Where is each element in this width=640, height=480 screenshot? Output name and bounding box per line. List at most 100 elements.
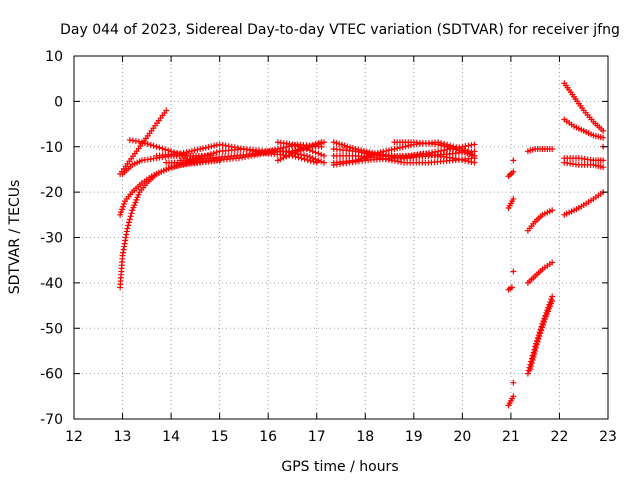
data-point [452,155,459,162]
data-point [213,142,220,149]
data-point [213,149,220,156]
data-point [166,165,173,172]
data-point [121,200,128,207]
x-tick-label: 15 [211,429,229,445]
data-point [524,370,531,377]
data-point [318,151,325,158]
data-point [600,164,607,171]
y-tick-label: 10 [45,49,63,65]
data-point [118,209,125,216]
data-point [211,142,218,149]
data-point [321,139,328,146]
y-tick-label: 0 [54,94,63,110]
x-tick-label: 20 [453,429,471,445]
data-point [528,360,535,367]
data-point [377,149,384,156]
data-point [549,146,556,153]
data-point [435,141,442,148]
data-point [309,155,316,162]
data-point [510,195,517,202]
data-point [449,155,456,162]
data-point [163,166,170,173]
data-point [125,222,132,229]
data-point [394,145,401,152]
data-point [527,366,534,373]
data-point [600,127,607,134]
data-point [117,211,124,218]
data-point [600,134,607,141]
data-point [450,145,457,152]
data-point [298,155,305,162]
data-point [285,152,292,159]
data-point [309,143,316,150]
x-tick-label: 16 [259,429,277,445]
data-point [300,146,307,153]
y-tick-label: -60 [40,367,63,383]
data-point [294,148,301,155]
data-point [388,146,395,153]
data-point [318,158,325,165]
data-point [321,159,328,166]
y-tick-label: -70 [40,412,63,428]
x-tick-label: 22 [551,429,569,445]
data-point [510,268,517,275]
data-point [315,157,322,164]
data-point [295,143,302,150]
data-point [186,148,193,155]
data-point [540,319,547,326]
data-point [207,151,214,158]
y-tick-label: -50 [40,321,63,337]
data-point [156,144,163,151]
data-point [191,147,198,154]
data-point [456,147,463,154]
data-point [304,157,311,164]
data-point [528,363,535,370]
y-axis-label: SDTVAR / TECUs [7,180,23,295]
data-point [549,259,556,266]
data-point [124,225,131,232]
data-point [383,147,390,154]
data-point [128,210,135,217]
grid-lines [74,56,608,419]
data-point [180,149,187,156]
data-point [391,146,398,153]
x-tick-label: 13 [114,429,132,445]
data-point [288,150,295,157]
data-point [127,213,134,220]
x-tick-label: 14 [162,429,180,445]
data-point [159,145,166,152]
data-point [162,146,169,153]
data-point [141,140,148,147]
data-point [292,142,299,149]
data-point [210,150,217,157]
data-point [529,357,536,364]
data-point [438,142,445,149]
data-point [344,143,351,150]
data-point [168,148,175,155]
data-point [147,141,154,148]
data-point [138,139,145,146]
data-point [194,146,201,153]
data-point [549,298,556,305]
data-point [303,145,310,152]
data-point [208,143,215,150]
data-point [304,152,311,159]
x-tick-label: 23 [599,429,617,445]
data-point [306,153,313,160]
data-point [283,153,290,160]
data-point [447,144,454,151]
data-point [539,324,546,331]
data-point [347,144,354,151]
data-point [301,156,308,163]
data-point [549,207,556,214]
data-point [471,152,478,159]
data-point [274,157,281,164]
data-point [459,157,466,164]
data-point [600,157,607,164]
y-tick-label: -20 [40,185,63,201]
data-point [120,203,127,210]
data-point [338,141,345,148]
data-point [532,344,539,351]
